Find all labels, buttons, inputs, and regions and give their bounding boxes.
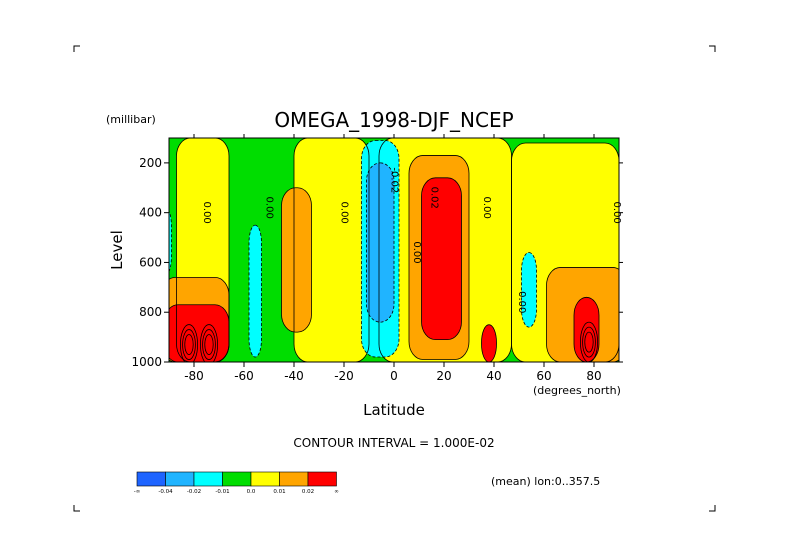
contour-line xyxy=(408,155,470,360)
contour-ring xyxy=(584,331,594,353)
colorbar-swatch xyxy=(250,471,280,487)
contour-label: 0.00 xyxy=(201,202,212,224)
region-red xyxy=(169,304,229,362)
contour-line xyxy=(361,140,400,358)
x-tick-label: -20 xyxy=(334,369,354,383)
contour-labels: 0.00 0.00 0.00 -0.02 0.02 0.00 0.00 0.00 0.00 xyxy=(201,167,622,313)
contour-ring xyxy=(202,329,216,360)
contour-line xyxy=(366,162,395,323)
region-orange xyxy=(281,187,312,333)
colorbar-label: -0.02 xyxy=(187,489,201,495)
x-tick-label: 0 xyxy=(390,369,398,383)
region-yellow xyxy=(294,138,369,362)
plot-regions xyxy=(169,138,619,362)
contour-label: -0.02 xyxy=(389,167,400,193)
contour-ring xyxy=(582,326,596,358)
colorbar-label: -0.01 xyxy=(215,489,229,495)
y-axis-label: Level xyxy=(108,230,126,270)
contour-label: 0.02 xyxy=(429,187,440,209)
x-units-label: (degrees_north) xyxy=(533,384,621,397)
region-red xyxy=(421,177,462,340)
colorbar-label: 0.01 xyxy=(273,489,285,495)
contour-ring xyxy=(182,329,196,360)
region-cyan xyxy=(169,211,172,272)
contour-label: 0.00 xyxy=(339,202,350,224)
colorbar-swatch xyxy=(193,471,223,487)
x-axis: -80 -60 -40 -20 0 20 40 60 80 xyxy=(184,134,602,383)
colorbar-label: 0.0 xyxy=(247,489,256,495)
x-tick-label: -40 xyxy=(284,369,304,383)
colorbar: -∞ -0.04 -0.02 -0.01 0.0 0.01 0.02 ∞ xyxy=(134,471,339,495)
colorbar-swatch xyxy=(165,471,195,487)
colorbar-swatch xyxy=(307,471,337,487)
contour-label: 0.00 xyxy=(611,202,622,224)
colorbar-label: -∞ xyxy=(134,489,141,495)
contour-label: 0.00 xyxy=(516,291,527,313)
contour-ring xyxy=(184,334,194,355)
contour-label: 0.00 xyxy=(264,197,275,219)
contour-ring xyxy=(580,321,598,362)
colorbar-swatch xyxy=(136,471,166,487)
y-axis: 200 400 600 800 1000 xyxy=(131,156,623,369)
region-cyan xyxy=(521,252,537,328)
x-tick-label: -80 xyxy=(184,369,204,383)
y-tick-label: 400 xyxy=(139,206,162,220)
colorbar-swatch xyxy=(279,471,309,487)
contour-line xyxy=(293,138,370,362)
x-tick-label: 40 xyxy=(486,369,501,383)
contour-ring xyxy=(200,324,218,362)
contour-ring xyxy=(204,334,214,355)
x-tick-label: 60 xyxy=(536,369,551,383)
contour-label: 0.00 xyxy=(481,197,492,219)
contour-lines xyxy=(169,138,619,362)
contour-ring xyxy=(180,324,198,362)
region-cyan xyxy=(249,225,262,358)
colorbar-label: ∞ xyxy=(334,489,339,495)
colorbar-swatch xyxy=(222,471,252,487)
x-tick-label: -60 xyxy=(234,369,254,383)
contour-label: 0.00 xyxy=(411,241,422,263)
contour-line xyxy=(248,224,262,358)
y-tick-label: 800 xyxy=(139,305,162,319)
y-tick-label: 200 xyxy=(139,156,162,170)
y-tick-label: 1000 xyxy=(131,355,162,369)
x-axis-label: Latitude xyxy=(363,401,425,419)
y-tick-label: 600 xyxy=(139,255,162,269)
region-red xyxy=(481,324,497,362)
chart-title: OMEGA_1998-DJF_NCEP xyxy=(274,108,513,132)
y-units-label: (millibar) xyxy=(106,113,156,126)
x-tick-label: 20 xyxy=(436,369,451,383)
contour-line xyxy=(511,142,619,362)
crop-marks xyxy=(73,45,716,512)
contour-line xyxy=(169,304,230,362)
contour-interval-text: CONTOUR INTERVAL = 1.000E-02 xyxy=(293,436,494,450)
colorbar-label: -0.04 xyxy=(158,489,173,495)
x-tick-label: 80 xyxy=(586,369,601,383)
region-light_blue xyxy=(366,162,394,323)
contour-line xyxy=(176,138,230,362)
contour-line xyxy=(421,177,462,340)
region-red xyxy=(574,297,599,362)
subtitle-mean-lon: (mean) lon:0..357.5 xyxy=(491,475,600,488)
colorbar-label: 0.02 xyxy=(302,489,314,495)
contour-line xyxy=(521,252,537,328)
contour-line xyxy=(281,187,312,333)
contour-line xyxy=(169,210,172,273)
